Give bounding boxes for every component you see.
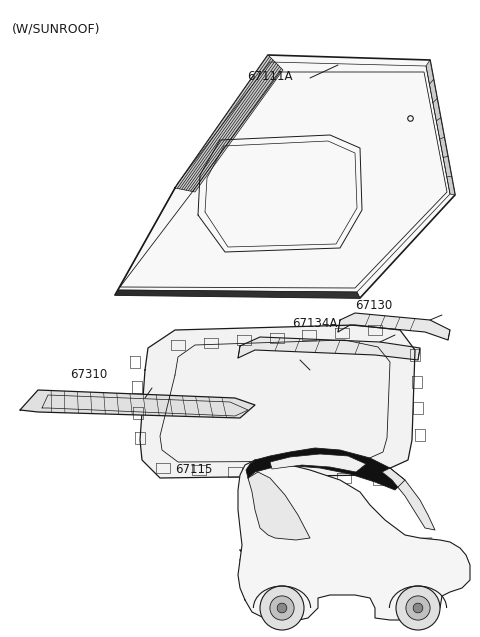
Text: 67115: 67115 <box>175 462 212 475</box>
Polygon shape <box>426 60 455 195</box>
Text: (W/SUNROOF): (W/SUNROOF) <box>12 22 100 35</box>
Circle shape <box>406 596 430 620</box>
Circle shape <box>270 596 294 620</box>
Text: 67111A: 67111A <box>247 69 292 83</box>
Polygon shape <box>115 55 455 298</box>
Polygon shape <box>338 313 450 340</box>
Polygon shape <box>238 460 470 622</box>
Text: 67310: 67310 <box>70 368 107 380</box>
Circle shape <box>277 603 287 613</box>
Polygon shape <box>246 448 405 490</box>
Polygon shape <box>270 454 366 472</box>
Circle shape <box>260 586 304 630</box>
Polygon shape <box>248 472 310 540</box>
Polygon shape <box>140 325 415 478</box>
Text: 67130: 67130 <box>355 299 392 311</box>
Text: 67134A: 67134A <box>292 317 337 329</box>
Circle shape <box>396 586 440 630</box>
Polygon shape <box>382 468 435 530</box>
Polygon shape <box>238 337 420 360</box>
Polygon shape <box>175 55 283 192</box>
Polygon shape <box>115 290 360 298</box>
Circle shape <box>413 603 423 613</box>
Polygon shape <box>20 390 255 418</box>
